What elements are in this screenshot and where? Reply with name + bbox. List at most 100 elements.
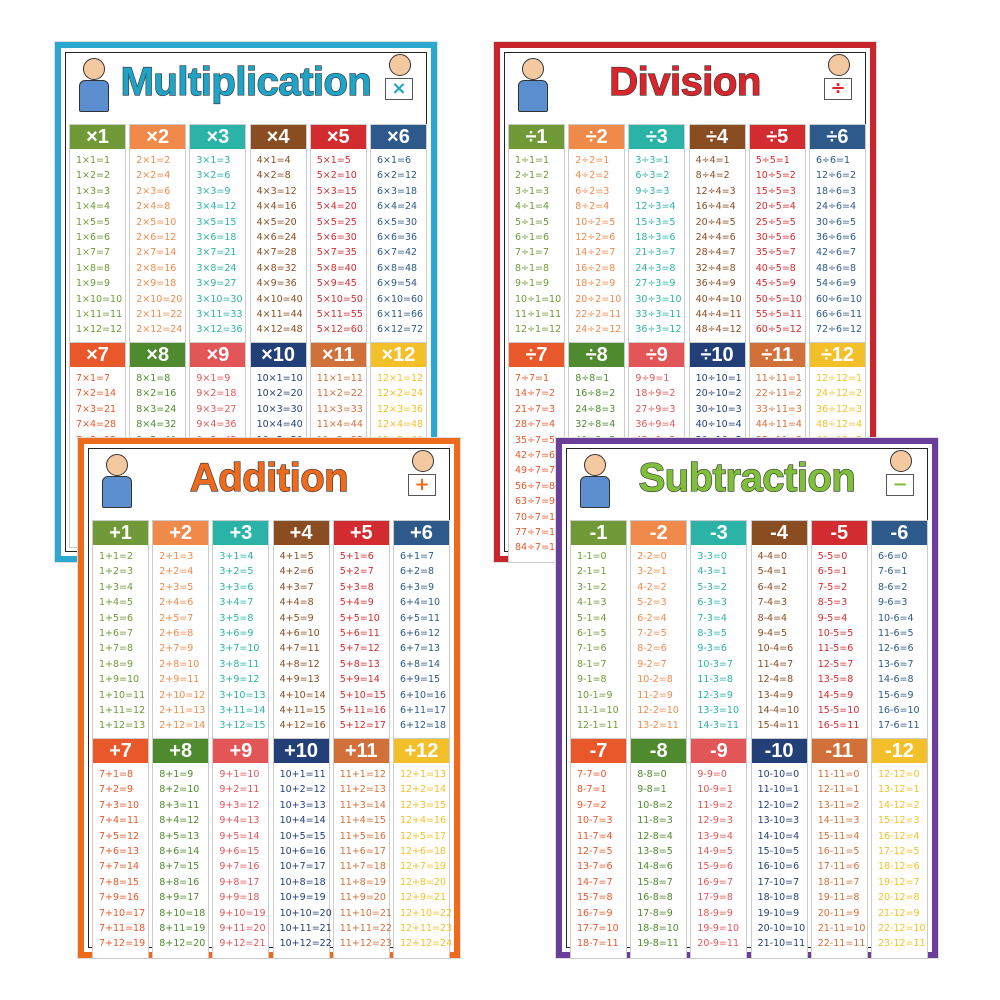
fact-row: 3+2=5 <box>219 566 254 578</box>
fact-row: 1×10=10 <box>76 293 123 305</box>
fact-row: 3×11=33 <box>196 308 243 320</box>
fact-row: 66÷6=11 <box>815 308 863 320</box>
fact-row: 77÷7=11 <box>515 526 562 538</box>
fact-row: 14-12=2 <box>877 799 920 811</box>
child-illustration-icon <box>576 454 612 510</box>
fact-row: 3×1=3 <box>196 155 231 166</box>
fact-row: 6+1=7 <box>399 551 434 562</box>
fact-row: 18÷3=6 <box>635 231 676 243</box>
column-header: ×1 <box>70 125 125 149</box>
fact-row: 6+11=17 <box>399 704 447 716</box>
fact-row: 17-7=10 <box>577 922 619 934</box>
fact-row: 13-5=8 <box>817 674 854 686</box>
fact-row: 20÷5=4 <box>755 201 796 213</box>
fact-row: 8-8=0 <box>637 769 667 780</box>
fact-row: 5÷5=1 <box>755 155 790 166</box>
times-column: +7 7+1=8 7+2=9 7+3=10 7+4=11 7+5=12 7+6=13 7+7=… <box>92 738 149 959</box>
fact-row: 8+3=11 <box>159 799 200 811</box>
fact-row: 18-10=8 <box>757 892 800 904</box>
fact-row: 3+8=11 <box>219 658 260 670</box>
column-header: -6 <box>871 521 927 545</box>
column-header: ÷11 <box>749 343 805 367</box>
fact-row: 6-4=2 <box>757 581 788 593</box>
fact-row: 6×3=18 <box>376 185 418 197</box>
fact-row: 2+3=5 <box>159 581 194 593</box>
fact-row: 11÷11=1 <box>755 373 802 384</box>
fact-row: 7-6=1 <box>877 566 908 578</box>
table-block: +1 1+1=2 1+2=3 1+3=4 1+4=5 1+5=6 1+6=7 1+7=8 1+8… <box>92 520 450 741</box>
fact-row: 16-6=10 <box>877 704 920 716</box>
fact-row: 4×12=48 <box>256 324 303 336</box>
fact-row: 4×3=12 <box>256 185 297 197</box>
child-illustration-icon <box>98 454 134 510</box>
fact-row: 4+3=7 <box>279 581 314 593</box>
column-header: -10 <box>751 739 807 763</box>
fact-row: 6×11=66 <box>376 308 424 320</box>
fact-row: 7+10=17 <box>99 907 146 919</box>
fact-row: 4-4=0 <box>757 551 788 562</box>
fact-row: 8×3=24 <box>136 403 177 415</box>
fact-row: 14-9=5 <box>697 845 733 857</box>
fact-row: 7÷1=7 <box>515 247 550 259</box>
fact-row: 28÷7=4 <box>515 419 556 431</box>
column-header: +4 <box>273 521 329 545</box>
poster-title: Division <box>609 59 762 104</box>
fact-row: 14-5=9 <box>817 689 854 701</box>
fact-row: 40÷4=10 <box>695 293 742 305</box>
fact-row: 8+2=10 <box>159 784 200 796</box>
fact-row: 6×2=12 <box>376 170 418 182</box>
fact-row: 16-9=7 <box>697 876 733 888</box>
fact-row: 12+5=17 <box>399 830 447 842</box>
column-header: ×12 <box>370 343 426 367</box>
fact-row: 13-12=1 <box>877 784 920 796</box>
fact-row: 10+6=16 <box>279 845 326 857</box>
fact-row: 9+7=16 <box>219 861 260 873</box>
fact-row: 4+12=16 <box>279 720 326 732</box>
fact-row: 24÷4=6 <box>695 231 736 243</box>
fact-row: 36÷6=6 <box>815 231 857 243</box>
fact-row: 9-3=6 <box>697 643 727 655</box>
times-column: -2 2-2=0 3-2=1 4-2=2 5-2=3 6-2=4 7-2=5 8-2=6 9-2… <box>630 520 688 741</box>
fact-row: 4×2=8 <box>256 170 291 182</box>
fact-row: 7×2=14 <box>76 388 117 400</box>
fact-row: 2×12=24 <box>136 324 183 336</box>
fact-row: 4+7=11 <box>279 643 320 655</box>
fact-row: 27÷3=9 <box>635 278 676 290</box>
times-column: ÷3 3÷3=1 6÷3=2 9÷3=3 12÷3=4 15÷3=5 18÷3=6 21÷3=… <box>628 124 686 345</box>
fact-row: 14-8=6 <box>637 861 673 873</box>
fact-row: 6×6=36 <box>376 231 418 243</box>
fact-row: 12×2=24 <box>376 388 424 400</box>
fact-row: 10-2=8 <box>637 674 673 686</box>
fact-row: 12+9=21 <box>399 892 447 904</box>
column-header: ×6 <box>370 125 426 149</box>
fact-row: 20-9=11 <box>697 938 739 950</box>
fact-row: 1+6=7 <box>99 627 134 639</box>
fact-row: 21÷7=3 <box>515 403 556 415</box>
fact-row: 32÷8=4 <box>575 419 616 431</box>
times-column: ×2 2×1=2 2×2=4 2×3=6 2×4=8 2×5=10 2×6=12 2×7=14… <box>129 124 187 345</box>
fact-row: 3+9=12 <box>219 674 260 686</box>
fact-row: 5×9=45 <box>316 278 357 290</box>
fact-row: 9-2=7 <box>637 658 667 670</box>
fact-row: 11+4=15 <box>339 815 386 827</box>
fact-row: 12-12=0 <box>877 769 920 780</box>
fact-row: 17-12=5 <box>877 845 920 857</box>
times-column: +4 4+1=5 4+2=6 4+3=7 4+4=8 4+5=9 4+6=10 4+7=11 4… <box>272 520 330 741</box>
fact-row: 1+1=2 <box>99 551 134 562</box>
fact-row: 8-7=1 <box>577 784 607 796</box>
column-header: +8 <box>153 739 209 763</box>
fact-row: 21-11=10 <box>817 922 866 934</box>
fact-row: 2+5=7 <box>159 612 194 624</box>
fact-row: 15-6=9 <box>877 689 914 701</box>
fact-row: 7+3=10 <box>99 799 140 811</box>
fact-row: 7+9=16 <box>99 892 140 904</box>
fact-row: 11÷1=11 <box>515 308 562 320</box>
fact-row: 8+6=14 <box>159 845 200 857</box>
fact-row: 5×3=15 <box>316 185 357 197</box>
fact-row: 3×12=36 <box>196 324 243 336</box>
fact-row: 1+7=8 <box>99 643 134 655</box>
fact-row: 54÷6=9 <box>815 278 857 290</box>
fact-row: 9×3=27 <box>196 403 237 415</box>
fact-row: 8+11=19 <box>159 922 206 934</box>
fact-row: 9+3=12 <box>219 799 260 811</box>
